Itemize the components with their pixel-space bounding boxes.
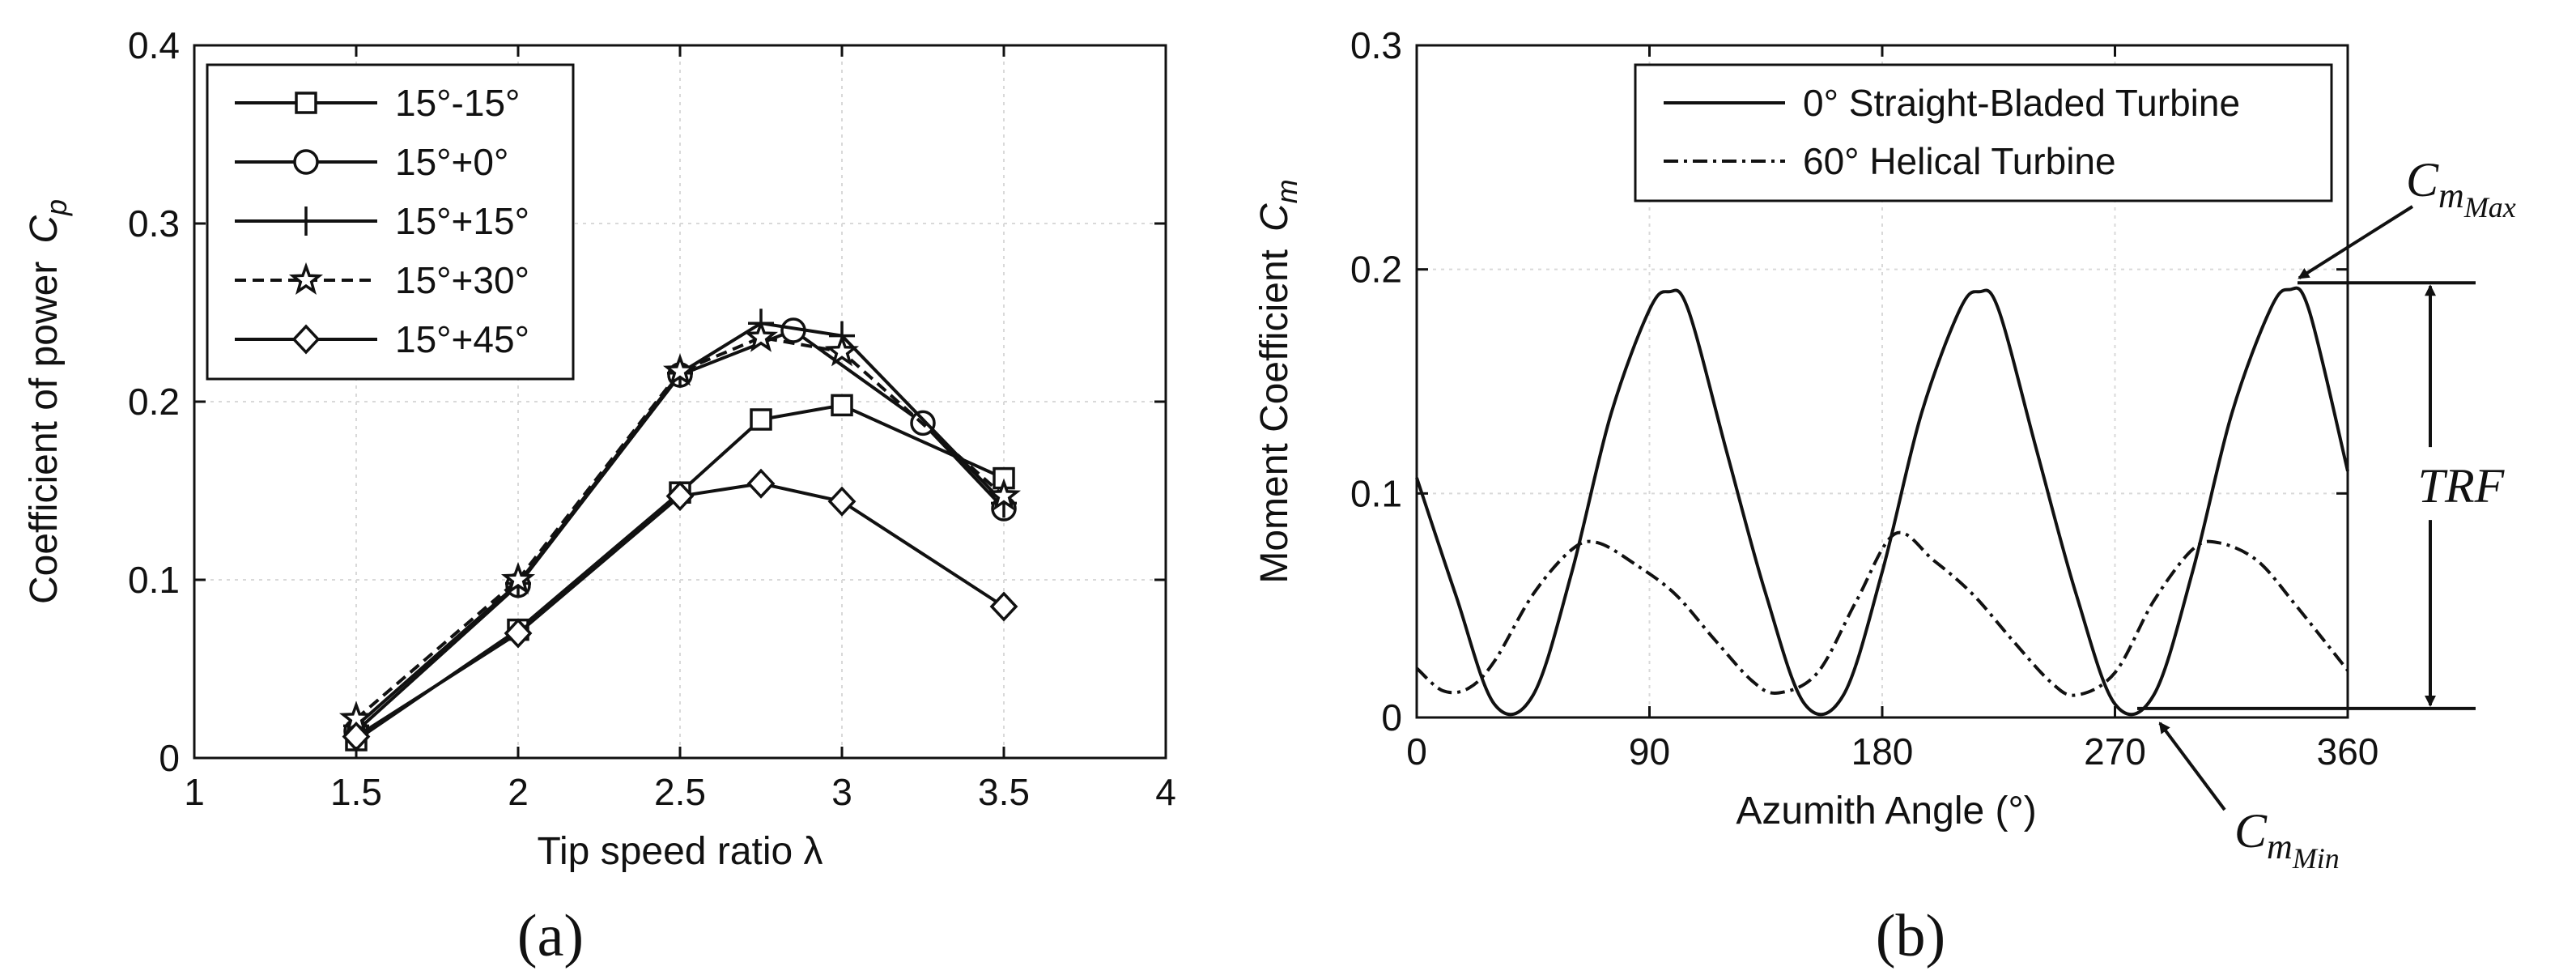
chart-a-legend-marker-15degplus15deg [293,206,319,236]
chart-a-legend-marker-15degplus45deg [291,324,321,355]
chart-a-x-ticks: 1 1.5 2 2.5 3 3.5 4 [184,45,1176,813]
chart-a-series-15deg-15deg-point [750,408,772,431]
chart-a-x-tick-label: 2 [508,771,529,813]
chart-a-legend-label-15degplus15deg: 15°+15° [395,200,529,242]
chart-b-x-tick-label: 360 [2317,730,2379,773]
chart-a-series-15degplus30deg-point [824,334,860,367]
chart-a-series-15deg-15deg-line [355,403,1005,742]
chart-a-series [338,309,1022,752]
chart-b-series [1415,286,2349,717]
chart-b-legend-box [1634,63,2333,202]
chart-a: 1 1.5 2 2.5 3 3.5 4 0 0.1 0.2 0.3 0.4 Tip speed ra… [23,24,1176,969]
chart-b-y-tick-label: 0.1 [1350,472,1402,514]
chart-a-x-tick-label: 1 [184,771,205,813]
chart-b-x-ticks: 0 90 180 270 360 [1406,45,2378,773]
chart-a-series-15degplus45deg-point [504,618,533,649]
chart-a-legend-marker-15deg-15deg [295,92,317,114]
chart-a-x-tick-label: 4 [1155,771,1176,813]
chart-b-legend-label-0deg-straight-bladed-turbine: 0° Straight-Bladed Turbine [1803,82,2240,124]
chart-b-x-tick-label: 180 [1851,730,1914,773]
chart-b-annotations: TRF CmMax CmMin [2137,153,2516,875]
chart-b-series-60deg-helical-turbine-line [1415,530,2349,697]
chart-b-x-axis-label: Azumith Angle (°) [1736,790,2036,832]
chart-b: 0 90 180 270 360 0 0.1 0.2 0.3 Azumith Angle (°… [1253,24,2516,969]
trf-label: TRF [2418,459,2506,513]
chart-b-grid [1417,45,2348,717]
chart-a-legend-label-15degplus45deg: 15°+45° [395,318,529,360]
cm-max-label: CmMax [2406,153,2516,224]
cm-min-label: CmMin [2234,804,2340,875]
chart-a-legend-marker-15degplus0deg [293,149,319,175]
chart-b-x-tick-label: 0 [1406,730,1427,773]
chart-a-series-15degplus30deg-point [500,561,536,594]
chart-a-legend-label-15deg-15deg: 15°-15° [395,82,520,124]
chart-b-series-0deg-straight-bladed-turbine-line [1415,286,2349,717]
chart-b-y-tick-label: 0.3 [1350,24,1402,66]
chart-a-legend-label-15degplus30deg: 15°+30° [395,259,529,301]
chart-a-series-15deg-15deg-point [831,394,853,417]
chart-a-legend-label-15degplus0deg: 15°+0° [395,141,508,183]
chart-a-x-tick-label: 3 [831,771,852,813]
chart-a-y-tick-label: 0.2 [128,381,180,423]
chart-b-caption: (b) [1876,903,1945,969]
chart-a-caption: (a) [517,903,584,969]
chart-a-y-tick-label: 0.4 [128,24,180,66]
chart-a-series-15degplus45deg-point [827,486,857,517]
chart-b-x-tick-label: 90 [1629,730,1670,773]
chart-a-x-tick-label: 2.5 [654,771,706,813]
chart-a-legend-marker-15degplus30deg [288,262,324,295]
cm-min-pointer-arrow [2158,722,2226,811]
cm-max-pointer-arrow [2298,205,2414,279]
chart-a-x-tick-label: 3.5 [978,771,1030,813]
chart-b-y-tick-label: 0 [1381,696,1402,739]
chart-b-y-tick-label: 0.2 [1350,249,1402,291]
chart-a-y-tick-label: 0.3 [128,202,180,245]
chart-b-x-tick-label: 270 [2084,730,2146,773]
chart-a-series-15degplus30deg-point [662,353,698,386]
chart-a-x-tick-label: 1.5 [330,771,382,813]
chart-b-y-ticks: 0 0.1 0.2 0.3 [1350,24,2348,739]
chart-a-x-axis-label: Tip speed ratio λ [537,830,823,873]
chart-a-series-15degplus45deg-point [665,481,695,512]
chart-b-legend-label-60deg-helical-turbine: 60° Helical Turbine [1803,140,2116,182]
chart-a-series-15degplus30deg-line [355,335,1005,721]
chart-a-series-15degplus45deg-line [355,482,1005,739]
chart-a-series-15degplus30deg-point [743,319,779,352]
chart-b-legend: 0° Straight-Bladed Turbine 60° Helical Tu… [1634,63,2333,202]
chart-a-series-15degplus15deg-line [355,321,1005,727]
chart-a-y-tick-label: 0.1 [128,559,180,601]
chart-a-series-15degplus30deg-point [986,478,1022,511]
chart-b-y-axis-label: Moment CoefficientCm [1253,179,1303,583]
chart-a-legend: 15°-15° 15°+0° 15°+15° 15°+30° 15°+45° [206,63,575,381]
chart-a-y-ticks: 0 0.1 0.2 0.3 0.4 [128,24,1166,779]
chart-a-y-axis-label: Coefficient of powerCp [23,199,73,604]
chart-a-y-tick-label: 0 [159,737,180,779]
chart-a-series-15degplus45deg-point [746,468,776,499]
chart-a-series-15degplus45deg-point [989,591,1018,622]
